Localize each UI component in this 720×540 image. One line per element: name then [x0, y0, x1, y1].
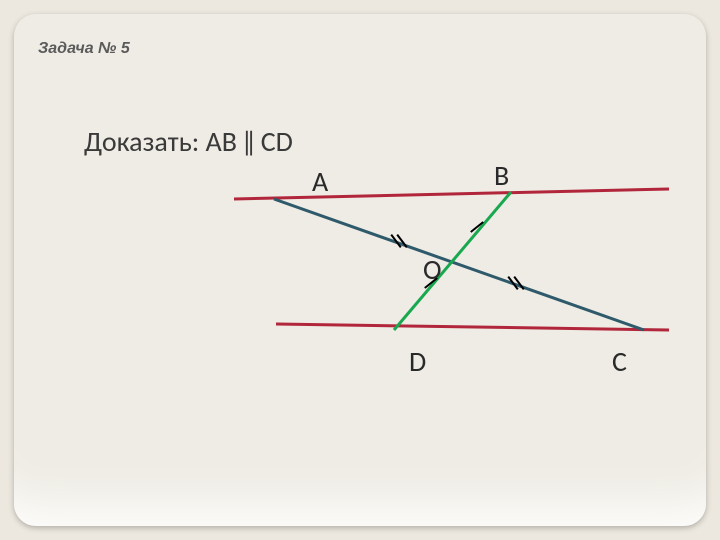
- line-BD: [394, 192, 511, 330]
- point-D-label: D: [409, 344, 426, 379]
- point-C-label: C: [612, 344, 627, 379]
- line-DC: [276, 324, 669, 330]
- line-AB: [234, 189, 669, 199]
- point-A-label: A: [312, 164, 328, 199]
- point-O-label: O: [423, 252, 442, 287]
- line-AC: [274, 199, 644, 330]
- point-B-label: B: [494, 158, 509, 193]
- geometry-diagram: [14, 14, 706, 526]
- slide-card: Задача № 5 Доказать: АВ ǁ СD A B O D C: [14, 14, 706, 526]
